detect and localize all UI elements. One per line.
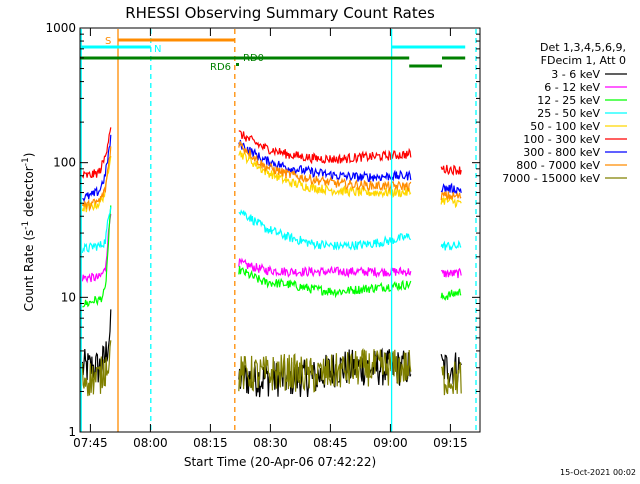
legend-title-2: FDecim 1, Att 0 — [541, 54, 626, 67]
y-axis-label: Count Rate (s-1 detector-1) — [21, 153, 36, 312]
flag-label-s: S — [105, 36, 111, 47]
series-line-3-main — [238, 265, 412, 299]
overlay-group: S N RD0 RD6 — [80, 29, 477, 432]
y-label-sup1: -1 — [21, 221, 31, 230]
series-line-9-post — [440, 361, 462, 396]
y-label-main: Count Rate (s — [22, 230, 36, 312]
series-line-9-pre — [81, 340, 112, 397]
x-tick-label-5: 09:00 — [373, 436, 408, 450]
series-line-5-main — [238, 150, 412, 199]
x-tick-label-3: 08:30 — [253, 436, 288, 450]
series-line-6-main — [238, 130, 412, 165]
series-line-9-main — [238, 347, 412, 393]
series-line-7-pre — [82, 134, 112, 203]
series-line-6-post — [440, 164, 462, 176]
series-line-2-post — [440, 267, 462, 279]
legend-label-5: 50 - 100 keV — [530, 120, 600, 133]
chart-title: RHESSI Observing Summary Count Rates — [125, 4, 435, 22]
legend-label-4: 25 - 50 keV — [537, 107, 600, 120]
series-line-6-pre — [81, 127, 112, 179]
flag-label-rd6: RD6 — [210, 62, 231, 73]
axes-group: 07:45 08:00 08:15 08:30 08:45 09:00 09:15 1 10 10… — [45, 21, 480, 450]
y-tick-label-3: 1000 — [45, 21, 76, 35]
series-line-2-pre — [81, 213, 112, 284]
x-tick-label-1: 08:00 — [133, 436, 168, 450]
legend-label-9: 7000 - 15000 keV — [502, 172, 600, 185]
series-line-8-main — [238, 140, 412, 193]
flag-label-n: N — [154, 44, 161, 55]
y-tick-label-0: 1 — [68, 425, 76, 439]
footer-timestamp: 15-Oct-2021 00:02 — [560, 468, 636, 477]
legend-label-1: 3 - 6 keV — [551, 68, 600, 81]
legend-label-7: 300 - 800 keV — [523, 146, 600, 159]
series-line-8-pre — [81, 146, 112, 212]
series-line-4-main — [238, 209, 412, 251]
y-tick-label-1: 10 — [61, 290, 76, 304]
series-line-3-post — [440, 288, 462, 301]
y-label-sup2: -1 — [21, 157, 31, 166]
plot-frame — [79, 27, 481, 433]
series-line-3-pre — [82, 205, 112, 308]
series-line-4-pre — [81, 206, 112, 254]
y-label-end: ) — [22, 153, 36, 158]
x-axis-label: Start Time (20-Apr-06 07:42:22) — [184, 455, 376, 469]
y-label-mid: detector — [22, 166, 36, 221]
y-tick-label-2: 100 — [53, 156, 76, 170]
series-group — [81, 127, 462, 398]
flag-label-rd0: RD0 — [243, 53, 264, 64]
legend-label-8: 800 - 7000 keV — [516, 159, 600, 172]
series-line-7-post — [440, 182, 462, 194]
rd6-marker — [236, 63, 239, 66]
series-line-8-post — [440, 191, 462, 201]
legend-label-2: 6 - 12 keV — [544, 81, 600, 94]
series-line-4-post — [440, 239, 462, 251]
legend-title-1: Det 1,3,4,5,6,9, — [540, 41, 626, 54]
x-tick-label-0: 07:45 — [73, 436, 108, 450]
legend-label-6: 100 - 300 keV — [523, 133, 600, 146]
x-tick-label-4: 08:45 — [313, 436, 348, 450]
legend-label-3: 12 - 25 keV — [537, 94, 600, 107]
series-line-2-main — [238, 257, 412, 279]
x-tick-label-2: 08:15 — [193, 436, 228, 450]
series-line-7-main — [238, 139, 412, 183]
x-tick-label-6: 09:15 — [433, 436, 468, 450]
